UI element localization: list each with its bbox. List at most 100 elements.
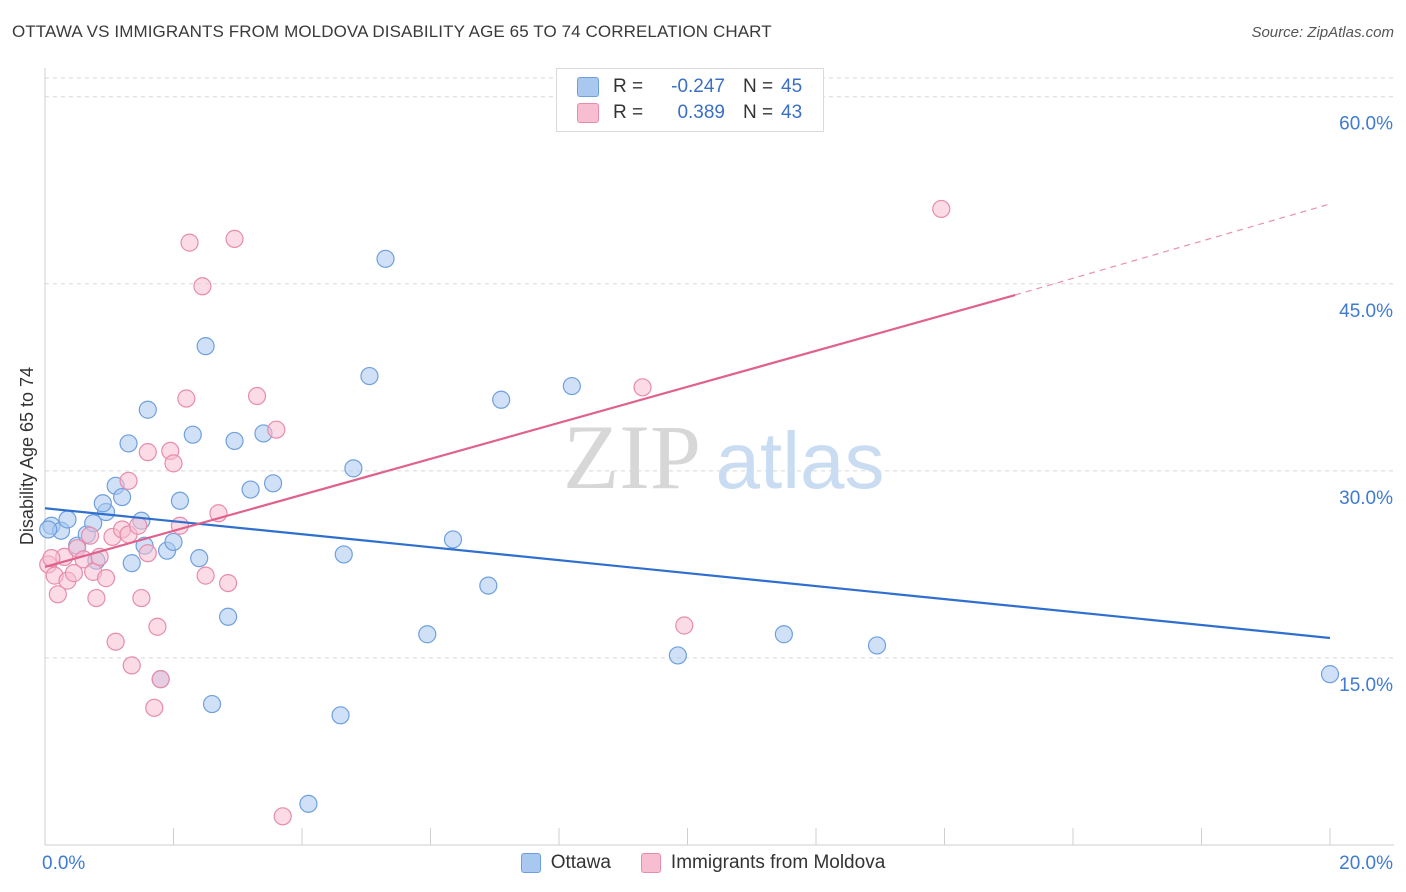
moldova-point: [87, 588, 106, 608]
moldova-point: [675, 616, 694, 635]
ottawa-point: [202, 694, 222, 714]
chart-source: Source: ZipAtlas.com: [1251, 24, 1394, 41]
tick-labels: 15.0% 30.0% 45.0% 60.0% 0.0% 20.0%: [42, 114, 1393, 874]
ottawa-point: [562, 376, 581, 396]
legend-r-label: R =: [613, 102, 644, 123]
chart-title: OTTAWA VS IMMIGRANTS FROM MOLDOVA DISABI…: [12, 22, 772, 41]
ottawa-point: [196, 337, 215, 356]
x-tick-label: 20.0%: [1339, 853, 1393, 874]
moldova-point: [129, 516, 148, 535]
moldova-trend-line: [44, 293, 1016, 568]
ottawa-point: [164, 532, 183, 552]
y-tick-label: 15.0%: [1339, 675, 1393, 696]
moldova-trend-extension: [1015, 203, 1331, 296]
ottawa-point: [58, 510, 77, 529]
moldova-point: [138, 443, 157, 462]
x-tick-label: 0.0%: [42, 853, 85, 874]
ottawa-point: [183, 425, 202, 444]
trend-lines: [44, 203, 1331, 640]
series-label-ottawa: Ottawa: [550, 852, 611, 873]
moldova-point: [193, 277, 212, 296]
ottawa-point: [93, 494, 112, 513]
moldova-point: [180, 233, 199, 252]
ottawa-point: [1320, 665, 1340, 684]
watermark: ZIP atlas: [563, 406, 884, 508]
moldova-point: [106, 632, 125, 651]
moldova-point: [225, 229, 244, 248]
ottawa-point: [219, 607, 238, 626]
ottawa-point: [334, 545, 353, 564]
series-legend: Ottawa Immigrants from Moldova: [0, 852, 1406, 874]
legend-row-moldova: R = 0.389 N = 43: [577, 101, 802, 125]
ottawa-point: [418, 625, 437, 644]
moldova-point: [148, 617, 167, 636]
series-swatch-moldova: [640, 853, 661, 873]
moldova-point: [151, 670, 170, 689]
legend-swatch-moldova: [577, 103, 599, 123]
moldova-point: [80, 526, 100, 545]
moldova-point: [42, 549, 61, 568]
moldova-point: [633, 378, 652, 397]
y-tick-label: 60.0%: [1339, 114, 1393, 135]
ottawa-point: [190, 549, 209, 568]
moldova-point: [267, 420, 286, 439]
moldova-point: [119, 471, 138, 490]
moldova-point: [132, 588, 151, 608]
ottawa-point: [263, 474, 283, 493]
moldova-point: [177, 389, 196, 408]
moldova-point: [138, 544, 157, 563]
ottawa-point: [225, 431, 244, 451]
ottawa-point: [492, 390, 511, 409]
ottawa-point: [119, 434, 138, 453]
legend-n-value: 45: [781, 76, 803, 97]
series-legend-ottawa: Ottawa: [520, 852, 611, 874]
moldova-point: [273, 807, 292, 826]
ottawa-point: [170, 491, 190, 510]
y-tick-label: 30.0%: [1339, 488, 1393, 509]
moldova-point: [145, 698, 164, 717]
legend-r-value: -0.247: [671, 76, 725, 97]
moldova-point: [196, 566, 215, 585]
ottawa-point: [443, 530, 463, 549]
ottawa-point: [112, 487, 132, 507]
moldova-point: [48, 585, 67, 604]
moldova-point: [164, 454, 183, 473]
watermark-zip: ZIP: [563, 406, 701, 508]
moldova-point: [64, 564, 84, 583]
series-legend-moldova: Immigrants from Moldova: [640, 852, 886, 874]
legend-n-value: 43: [781, 102, 803, 123]
moldova-point: [932, 199, 951, 219]
moldova-point: [219, 573, 238, 593]
ottawa-point: [331, 706, 350, 725]
ottawa-point: [774, 625, 793, 644]
legend-swatch-ottawa: [577, 77, 599, 97]
axes: [44, 68, 1394, 846]
ottawa-point: [241, 480, 260, 499]
legend-r-label: R =: [613, 76, 644, 97]
series-swatch-ottawa: [520, 853, 541, 873]
ottawa-trend-line: [44, 507, 1331, 640]
moldova-point: [122, 656, 141, 675]
series-label-moldova: Immigrants from Moldova: [670, 852, 886, 873]
moldova-point: [247, 386, 267, 406]
ottawa-point: [360, 366, 379, 386]
grid-lines: [45, 77, 1394, 659]
ottawa-point: [122, 554, 141, 573]
legend-row-ottawa: R = -0.247 N = 45: [577, 75, 802, 99]
ottawa-point: [138, 400, 157, 419]
ottawa-point: [376, 249, 395, 268]
ottawa-point: [39, 520, 58, 539]
y-axis-label: Disability Age 65 to 74: [17, 367, 37, 545]
legend-r-value: 0.389: [677, 102, 725, 123]
ottawa-point: [299, 794, 318, 813]
correlation-legend: R = -0.247 N = 45 R = 0.389 N = 43: [556, 68, 824, 132]
ottawa-point: [867, 636, 887, 655]
data-points: [39, 199, 1340, 826]
moldova-point: [96, 569, 116, 588]
ottawa-point: [344, 459, 363, 478]
y-tick-label: 45.0%: [1339, 301, 1393, 322]
legend-n-label: N =: [743, 102, 774, 123]
ottawa-point: [479, 576, 498, 595]
ottawa-point: [668, 646, 687, 665]
